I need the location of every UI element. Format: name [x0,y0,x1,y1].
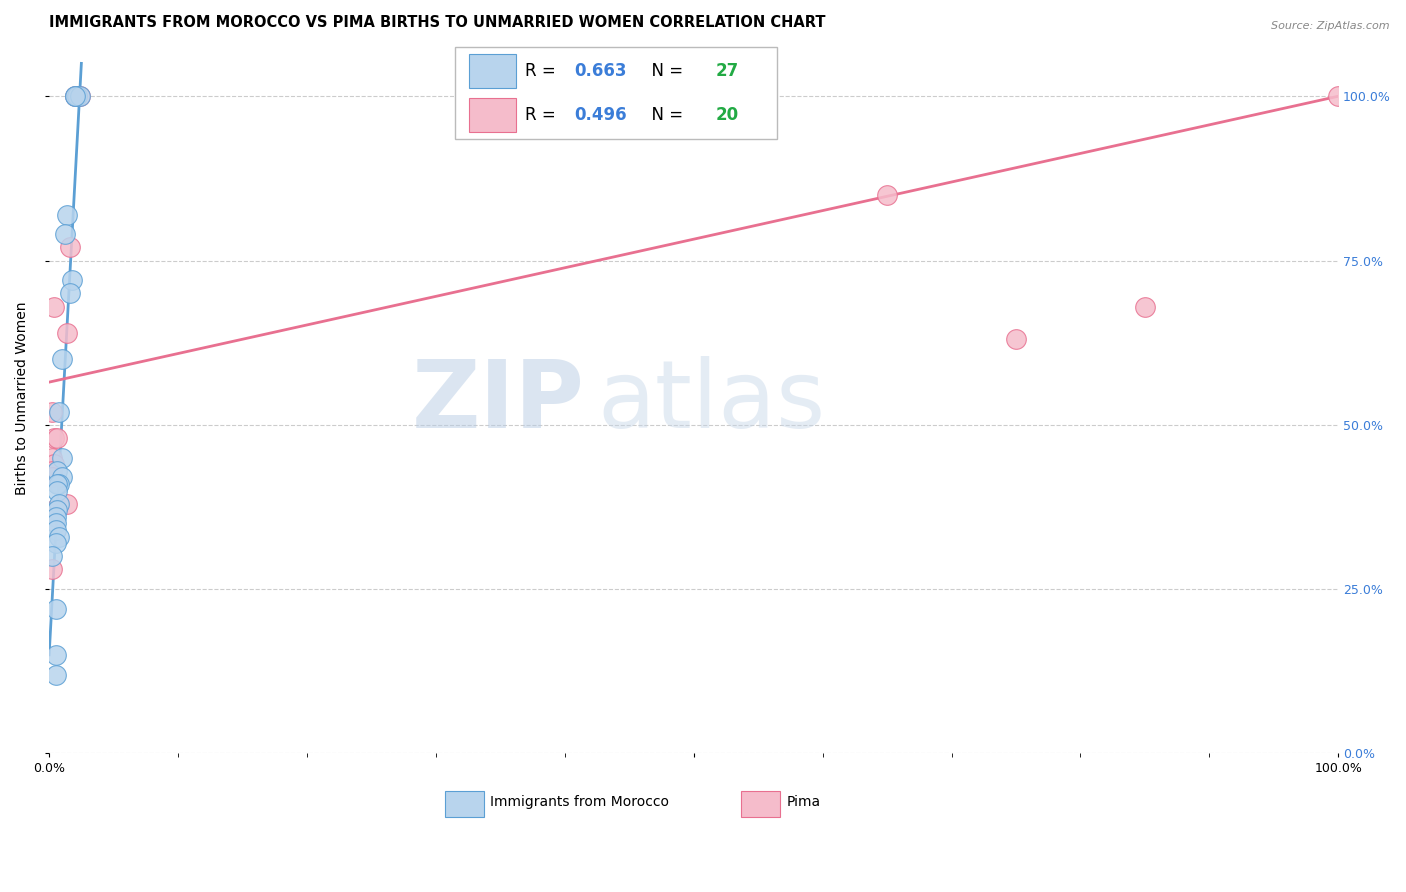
Text: 20: 20 [716,106,738,124]
Point [45,431,67,445]
Point [45,536,67,550]
Point [876,187,898,202]
Point [41,405,63,419]
FancyBboxPatch shape [456,47,778,139]
Point [45,503,67,517]
Text: 27: 27 [716,62,740,80]
Point [63,89,86,103]
Point [59,286,82,301]
Point [48,530,70,544]
Point [53,227,76,242]
Point [41,549,63,564]
Text: Immigrants from Morocco: Immigrants from Morocco [491,795,669,809]
Point [41,470,63,484]
Text: IMMIGRANTS FROM MOROCCO VS PIMA BIRTHS TO UNMARRIED WOMEN CORRELATION CHART: IMMIGRANTS FROM MOROCCO VS PIMA BIRTHS T… [49,15,825,30]
FancyBboxPatch shape [444,791,484,816]
Point [45,667,67,681]
Point [45,509,67,524]
Point [56,208,79,222]
Text: R =: R = [524,106,561,124]
Point [44,503,66,517]
Point [45,477,67,491]
Text: Pima: Pima [786,795,821,809]
Point [56,326,79,340]
Point [63,89,86,103]
Text: ZIP: ZIP [411,356,583,448]
Point [45,648,67,662]
Point [48,405,70,419]
Point [45,523,67,537]
Point [44,457,66,471]
FancyBboxPatch shape [470,98,516,132]
Point [41,450,63,465]
Text: N =: N = [641,62,688,80]
Y-axis label: Births to Unmarried Women: Births to Unmarried Women [15,301,30,495]
Point [51,352,73,367]
Point [48,477,70,491]
Text: 0.663: 0.663 [574,62,626,80]
Point [60,273,83,287]
Point [45,483,67,498]
Point [44,431,66,445]
Point [1005,332,1028,346]
Text: Source: ZipAtlas.com: Source: ZipAtlas.com [1271,21,1389,31]
Text: N =: N = [641,106,688,124]
Point [56,497,79,511]
Point [66,89,89,103]
Text: R =: R = [524,62,561,80]
Point [66,89,89,103]
Point [48,497,70,511]
Point [69,89,91,103]
Point [69,89,91,103]
Text: 0.496: 0.496 [574,106,627,124]
Point [1133,300,1156,314]
Point [44,300,66,314]
Point [45,516,67,531]
Text: atlas: atlas [598,356,825,448]
Point [59,240,82,254]
FancyBboxPatch shape [741,791,780,816]
Point [63,89,86,103]
Point [45,464,67,478]
Point [45,602,67,616]
FancyBboxPatch shape [470,54,516,88]
Point [41,562,63,576]
Point [51,470,73,484]
Point [51,450,73,465]
Point [41,464,63,478]
Point [1327,89,1350,103]
